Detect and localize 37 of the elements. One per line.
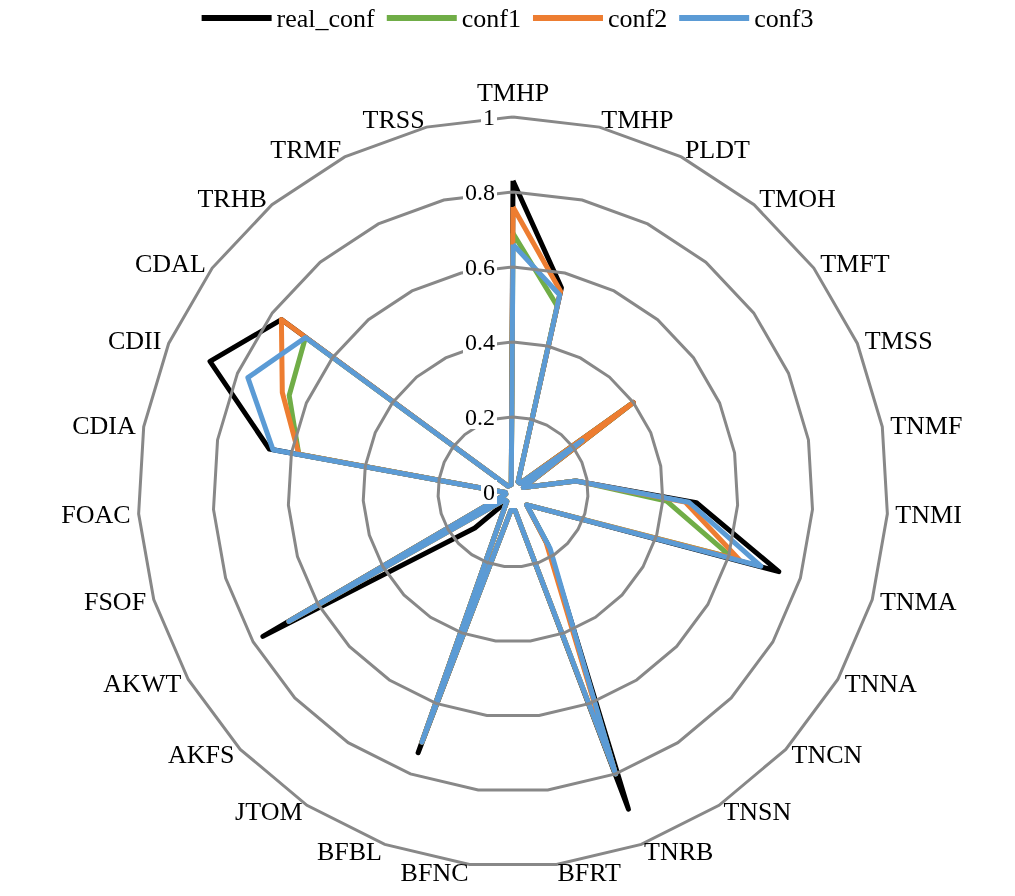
spoke-label: JTOM [235,797,303,827]
spoke-label: BFNC [400,857,469,887]
y-tick-label: 0.2 [465,404,495,430]
spoke-label: BFBL [316,837,383,867]
legend-label: real_conf [276,3,376,33]
spoke-label: TMFT [820,248,890,278]
spoke-label: AKFS [167,740,235,770]
spoke-label: TMOH [759,184,836,214]
spoke-label: CDIA [72,410,137,440]
spoke-label: TMHP [601,104,674,134]
spoke-label: TMSS [864,325,933,355]
y-tick-label: 1 [483,104,495,130]
spoke-label: FOAC [61,499,131,529]
spoke-label: TNCN [791,740,863,770]
y-tick-label: 0.6 [465,254,495,280]
spoke-label: TRHB [197,184,267,214]
spoke-label: CDII [107,325,162,355]
spoke-label: AKWT [103,669,182,698]
y-tick-label: 0.8 [465,179,495,205]
spoke-label: TRMF [270,135,342,165]
spoke-label: PLDT [684,135,751,165]
spoke-label: TMHP [476,77,550,107]
spoke-label: TNMA [879,587,957,617]
y-tick-label: 0.4 [465,329,495,355]
legend-label: conf3 [754,3,814,33]
spoke-label: TNSN [723,797,792,827]
spoke-label: BFRT [557,857,622,887]
spoke-label: TRSS [362,104,425,134]
spoke-label: CDAL [135,248,206,278]
spoke-label: FSOF [83,587,147,617]
spoke-label: TNNA [844,669,918,698]
y-tick-label: 0 [483,479,495,505]
spoke-label: TNRB [643,837,714,867]
spoke-label: TNMF [890,410,963,440]
legend-label: conf2 [607,3,668,33]
spoke-label: TNMI [895,499,962,529]
legend-label: conf1 [461,3,521,33]
